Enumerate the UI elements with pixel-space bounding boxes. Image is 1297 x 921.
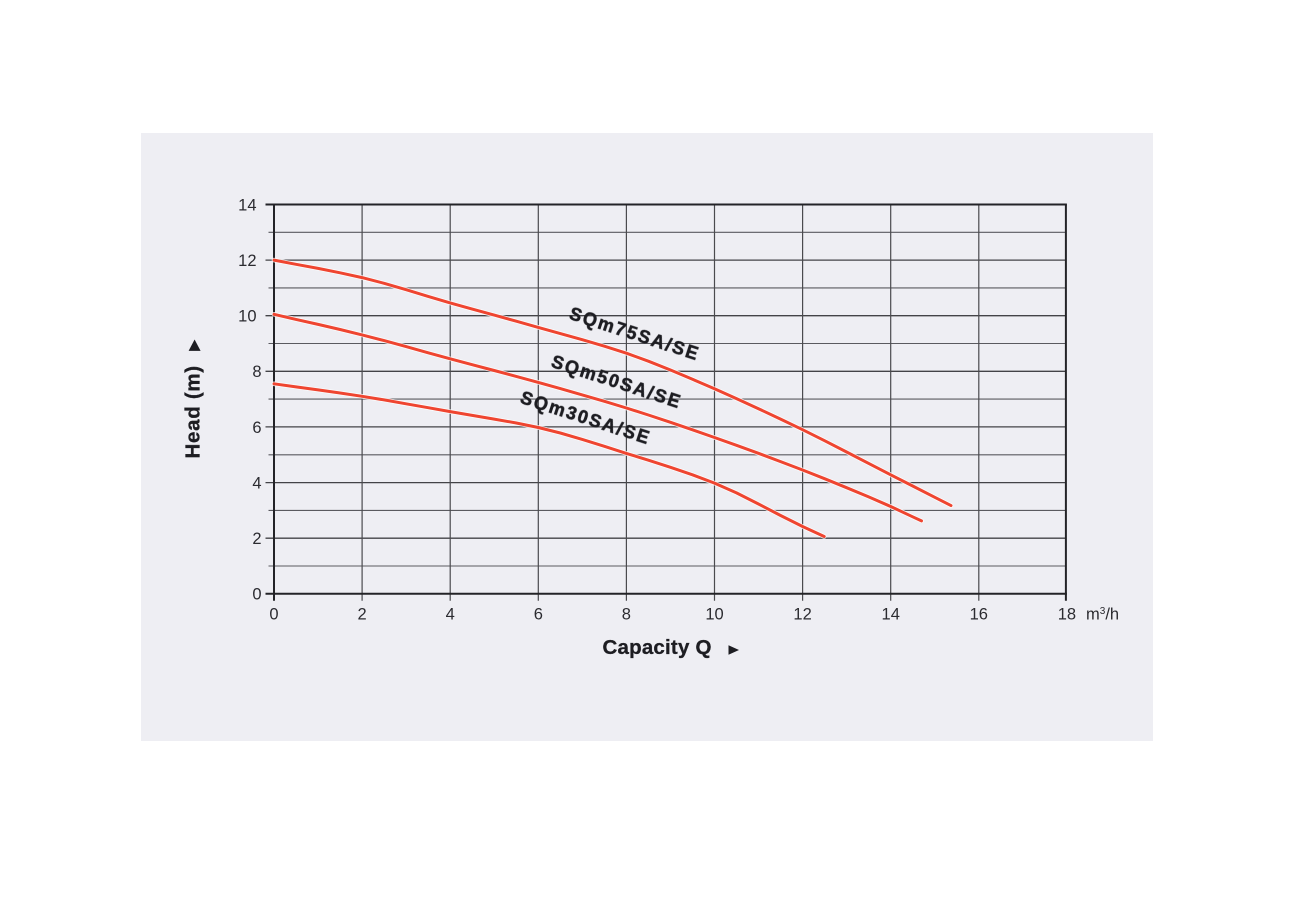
svg-text:4: 4 [446,606,455,624]
svg-text:14: 14 [882,606,900,624]
svg-text:14: 14 [238,196,256,214]
svg-text:8: 8 [622,606,631,624]
svg-text:m3/h: m3/h [1086,606,1119,624]
svg-text:8: 8 [252,363,261,381]
svg-text:Capacity Q: Capacity Q [603,636,712,659]
svg-text:6: 6 [252,419,261,437]
svg-text:12: 12 [238,252,256,270]
svg-text:4: 4 [252,475,261,493]
svg-text:0: 0 [269,606,278,624]
svg-text:2: 2 [358,606,367,624]
svg-text:12: 12 [793,606,811,624]
svg-text:18: 18 [1058,606,1076,624]
svg-text:16: 16 [970,606,988,624]
svg-text:10: 10 [238,308,256,326]
svg-text:10: 10 [705,606,723,624]
svg-text:2: 2 [252,530,261,548]
svg-text:6: 6 [534,606,543,624]
svg-text:Head (m): Head (m) [182,365,205,458]
svg-text:0: 0 [252,586,261,604]
